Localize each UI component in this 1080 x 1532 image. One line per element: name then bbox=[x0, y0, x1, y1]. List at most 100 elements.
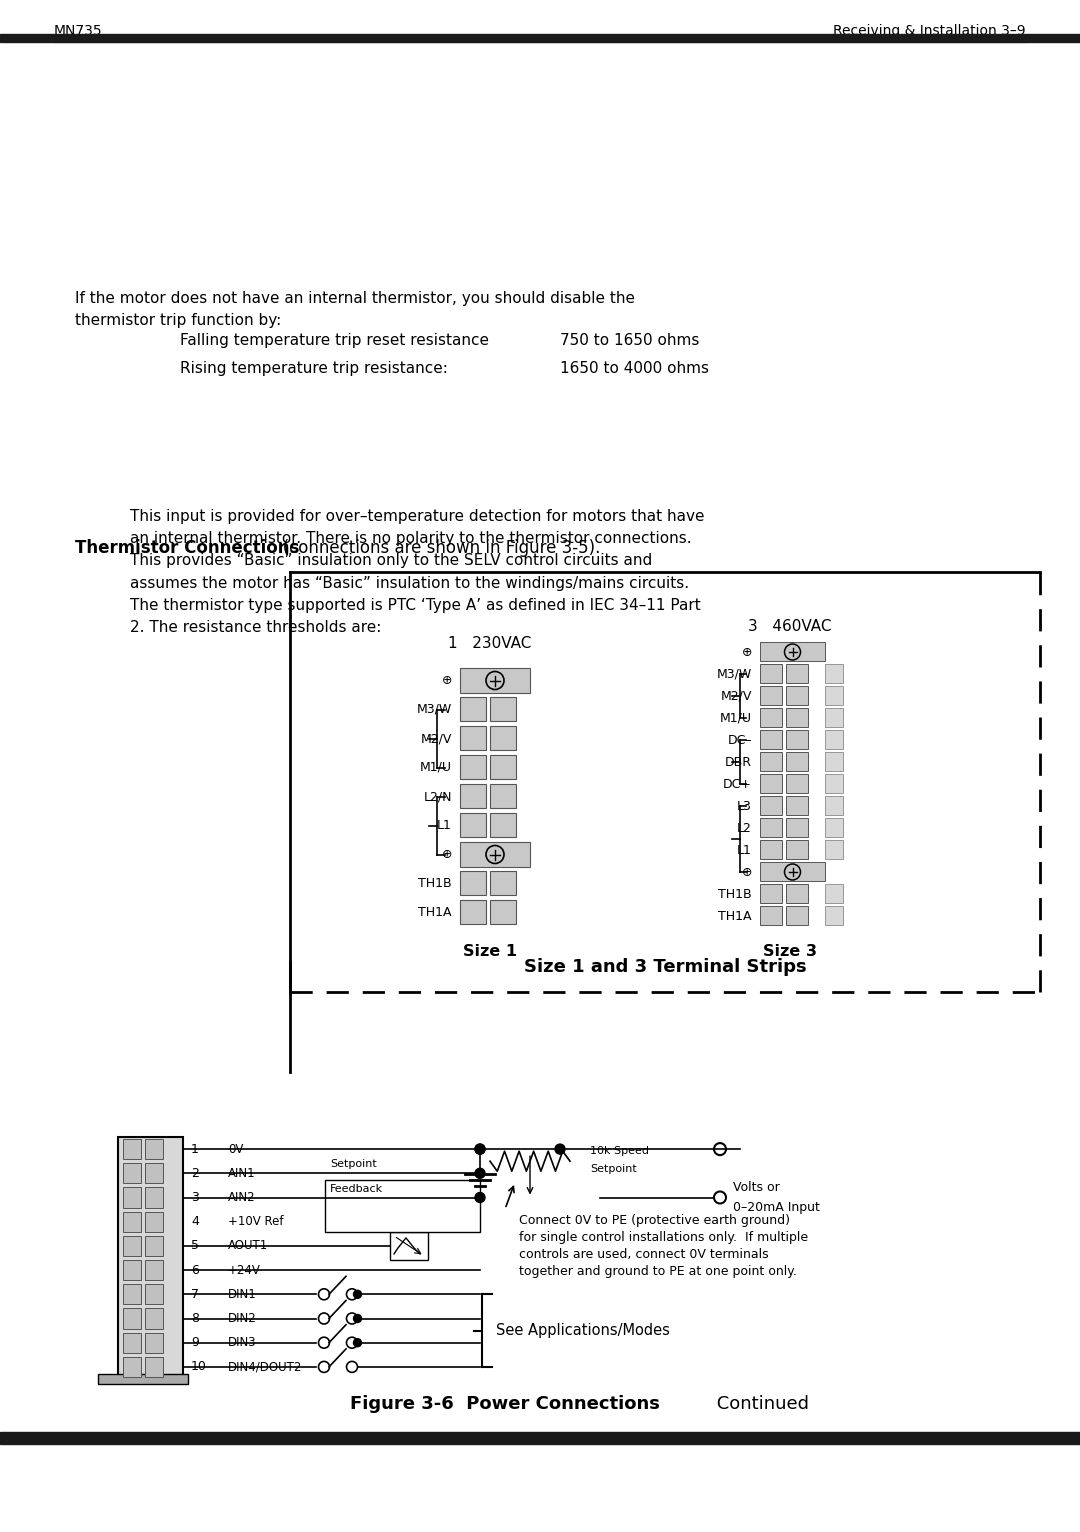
Text: DIN3: DIN3 bbox=[228, 1336, 257, 1350]
Text: AOUT1: AOUT1 bbox=[228, 1239, 268, 1252]
Text: AIN2: AIN2 bbox=[228, 1190, 256, 1204]
Text: This input is provided for over–temperature detection for motors that have
an in: This input is provided for over–temperat… bbox=[130, 509, 704, 634]
Bar bbox=[786, 840, 808, 859]
Bar bbox=[825, 752, 843, 771]
Text: TH1B: TH1B bbox=[418, 876, 453, 890]
Bar bbox=[145, 1163, 163, 1183]
Bar bbox=[460, 697, 486, 722]
Bar bbox=[460, 784, 486, 807]
Bar bbox=[825, 774, 843, 794]
Text: AIN1: AIN1 bbox=[228, 1167, 256, 1180]
Bar bbox=[145, 1284, 163, 1304]
Text: 6: 6 bbox=[191, 1264, 199, 1276]
Text: 1   230VAC: 1 230VAC bbox=[448, 636, 531, 651]
Bar bbox=[490, 726, 516, 751]
Text: 5: 5 bbox=[191, 1239, 199, 1252]
Text: Size 1: Size 1 bbox=[463, 945, 517, 959]
Bar bbox=[460, 899, 486, 924]
Text: Falling temperature trip reset resistance: Falling temperature trip reset resistanc… bbox=[180, 332, 489, 348]
Text: 1: 1 bbox=[191, 1143, 199, 1155]
Bar bbox=[325, 1180, 480, 1232]
Text: Size 1 and 3 Terminal Strips: Size 1 and 3 Terminal Strips bbox=[524, 958, 807, 976]
Bar bbox=[760, 774, 782, 794]
Bar bbox=[760, 840, 782, 859]
Text: ⊕: ⊕ bbox=[742, 866, 752, 878]
Text: Setpoint: Setpoint bbox=[330, 1160, 377, 1169]
Text: +10V Ref: +10V Ref bbox=[228, 1215, 283, 1229]
Bar bbox=[460, 843, 530, 867]
Text: Volts or: Volts or bbox=[733, 1181, 780, 1193]
Bar bbox=[760, 663, 782, 683]
Text: +24V: +24V bbox=[228, 1264, 261, 1276]
Bar bbox=[786, 731, 808, 749]
Text: 2: 2 bbox=[191, 1167, 199, 1180]
Bar bbox=[123, 1357, 141, 1377]
Bar bbox=[825, 686, 843, 705]
Bar bbox=[490, 872, 516, 895]
Bar bbox=[0, 1432, 1080, 1445]
Bar bbox=[825, 731, 843, 749]
Bar bbox=[760, 731, 782, 749]
Text: L1: L1 bbox=[738, 844, 752, 856]
Bar bbox=[760, 818, 782, 836]
Bar bbox=[825, 840, 843, 859]
Bar bbox=[460, 668, 530, 692]
Bar bbox=[760, 905, 782, 925]
Bar bbox=[460, 755, 486, 778]
Text: TH1A: TH1A bbox=[419, 905, 453, 919]
Bar bbox=[786, 686, 808, 705]
Bar bbox=[123, 1333, 141, 1353]
Text: DC–: DC– bbox=[727, 734, 752, 746]
Bar bbox=[490, 697, 516, 722]
Text: 0–20mA Input: 0–20mA Input bbox=[733, 1201, 820, 1213]
Bar bbox=[145, 1357, 163, 1377]
Bar bbox=[760, 797, 782, 815]
Text: 750 to 1650 ohms: 750 to 1650 ohms bbox=[561, 332, 700, 348]
Bar bbox=[786, 708, 808, 728]
Text: 1650 to 4000 ohms: 1650 to 4000 ohms bbox=[561, 362, 708, 375]
Bar bbox=[490, 899, 516, 924]
Text: Figure 3-6  Power Connections: Figure 3-6 Power Connections bbox=[350, 1396, 660, 1413]
Bar bbox=[145, 1236, 163, 1256]
Text: 4: 4 bbox=[191, 1215, 199, 1229]
Bar bbox=[123, 1163, 141, 1183]
Text: DC+: DC+ bbox=[723, 778, 752, 791]
Bar bbox=[390, 1232, 428, 1259]
Bar bbox=[118, 1137, 183, 1379]
Bar bbox=[760, 642, 825, 660]
Bar bbox=[98, 1374, 188, 1383]
Text: DIN1: DIN1 bbox=[228, 1288, 257, 1301]
Text: 3   460VAC: 3 460VAC bbox=[748, 619, 832, 634]
Bar bbox=[760, 686, 782, 705]
Bar bbox=[786, 752, 808, 771]
Text: TH1B: TH1B bbox=[718, 887, 752, 901]
Text: ⊕: ⊕ bbox=[442, 849, 453, 861]
Circle shape bbox=[475, 1144, 485, 1154]
Text: MN735: MN735 bbox=[54, 25, 103, 38]
Text: L2/N: L2/N bbox=[423, 791, 453, 803]
Bar bbox=[825, 884, 843, 902]
Text: 9: 9 bbox=[191, 1336, 199, 1350]
Bar bbox=[760, 708, 782, 728]
Circle shape bbox=[353, 1290, 362, 1298]
Text: 3: 3 bbox=[191, 1190, 199, 1204]
Bar bbox=[145, 1259, 163, 1281]
Text: 10k Speed: 10k Speed bbox=[590, 1146, 649, 1157]
Text: M1/U: M1/U bbox=[720, 711, 752, 725]
Bar bbox=[786, 774, 808, 794]
Bar bbox=[490, 813, 516, 836]
Bar bbox=[460, 813, 486, 836]
Bar bbox=[0, 34, 1080, 41]
Text: Size 3: Size 3 bbox=[762, 945, 816, 959]
Text: (connections are shown in Figure 3-5).: (connections are shown in Figure 3-5). bbox=[267, 539, 600, 558]
Text: 0V: 0V bbox=[228, 1143, 243, 1155]
Text: Rising temperature trip resistance:: Rising temperature trip resistance: bbox=[180, 362, 448, 375]
Bar bbox=[825, 797, 843, 815]
Text: 8: 8 bbox=[191, 1311, 199, 1325]
Text: Receiving & Installation 3–9: Receiving & Installation 3–9 bbox=[834, 25, 1026, 38]
Text: 7: 7 bbox=[191, 1288, 199, 1301]
Text: M2/V: M2/V bbox=[420, 732, 453, 745]
Text: Feedback: Feedback bbox=[330, 1184, 383, 1193]
Bar bbox=[786, 818, 808, 836]
Bar bbox=[760, 752, 782, 771]
